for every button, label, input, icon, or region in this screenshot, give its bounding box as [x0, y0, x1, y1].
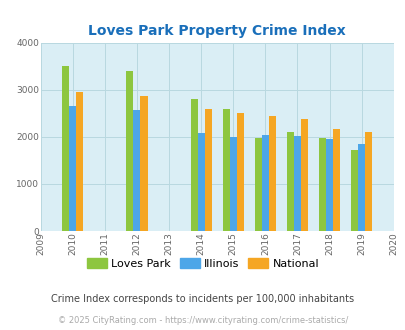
Legend: Loves Park, Illinois, National: Loves Park, Illinois, National	[82, 254, 323, 273]
Title: Loves Park Property Crime Index: Loves Park Property Crime Index	[88, 23, 345, 38]
Bar	[333, 129, 339, 231]
Bar	[364, 132, 371, 231]
Bar	[357, 144, 364, 231]
Bar	[300, 119, 307, 231]
Bar	[133, 110, 140, 231]
Bar	[229, 137, 236, 231]
Text: Crime Index corresponds to incidents per 100,000 inhabitants: Crime Index corresponds to incidents per…	[51, 294, 354, 304]
Bar	[190, 99, 197, 231]
Text: © 2025 CityRating.com - https://www.cityrating.com/crime-statistics/: © 2025 CityRating.com - https://www.city…	[58, 316, 347, 325]
Bar	[69, 106, 76, 231]
Bar	[254, 138, 261, 231]
Bar	[76, 92, 83, 231]
Bar	[126, 71, 133, 231]
Bar	[236, 114, 243, 231]
Bar	[140, 96, 147, 231]
Bar	[204, 109, 211, 231]
Bar	[268, 116, 275, 231]
Bar	[222, 109, 229, 231]
Bar	[325, 139, 333, 231]
Bar	[318, 138, 325, 231]
Bar	[62, 66, 69, 231]
Bar	[293, 136, 300, 231]
Bar	[197, 133, 204, 231]
Bar	[261, 135, 268, 231]
Bar	[350, 150, 357, 231]
Bar	[286, 132, 293, 231]
